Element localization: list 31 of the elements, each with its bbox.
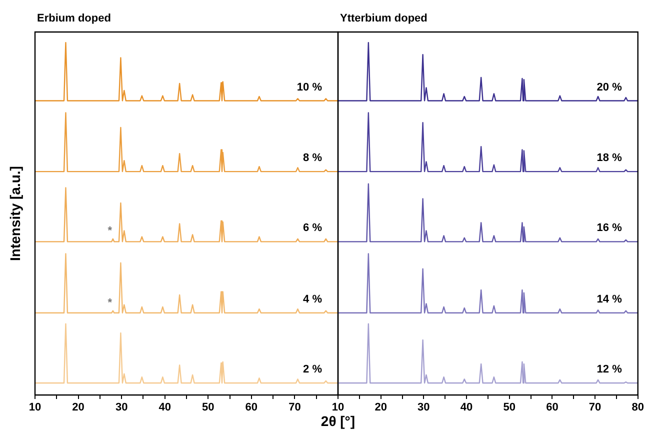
x-tick-label: 40: [158, 402, 171, 414]
series-label: 14 %: [596, 293, 622, 306]
series-label: 18 %: [596, 152, 622, 164]
x-tick-label: 50: [202, 402, 214, 414]
x-tick-label: 20: [374, 402, 387, 414]
y-axis-title: Intensity [a.u.]: [6, 166, 23, 261]
series-label: 6 %: [303, 222, 322, 234]
x-tick-label: 30: [115, 402, 128, 414]
annotation: *: [108, 224, 113, 237]
chart-title: Erbium doped: [37, 12, 111, 25]
series-label: 4 %: [303, 293, 322, 306]
x-tick-label: 50: [503, 402, 516, 414]
x-tick-label: 70: [288, 402, 301, 414]
x-tick-label: 30: [418, 402, 430, 414]
x-tick-label: 70: [588, 402, 602, 414]
annotation: *: [108, 296, 113, 309]
series-label: 8 %: [303, 152, 322, 164]
x-tick-label: 20: [72, 402, 84, 414]
series-label: 2 %: [303, 364, 322, 376]
series-label: 16 %: [596, 222, 622, 234]
x-tick-label: 40: [460, 402, 473, 414]
x-tick-label: 60: [245, 402, 258, 414]
x-tick-label: 80: [632, 402, 644, 414]
series-label: 20 %: [596, 81, 622, 94]
x-axis-title: 2θ [°]: [320, 413, 356, 429]
x-tick-label: 10: [332, 402, 344, 414]
series-label: 12 %: [596, 364, 622, 376]
x-tick-label: 60: [546, 402, 558, 414]
chart-title: Ytterbium doped: [340, 12, 428, 25]
series-label: 10 %: [296, 81, 322, 94]
x-tick-label: 10: [28, 402, 42, 414]
